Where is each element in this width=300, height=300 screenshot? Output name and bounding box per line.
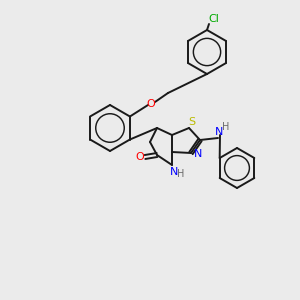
Text: S: S [188,117,196,127]
Text: N: N [170,167,178,177]
Text: N: N [194,149,202,159]
Text: H: H [222,122,230,132]
Text: O: O [136,152,144,162]
Text: H: H [177,169,185,179]
Text: Cl: Cl [208,14,219,24]
Text: O: O [147,99,155,109]
Text: N: N [215,127,223,137]
